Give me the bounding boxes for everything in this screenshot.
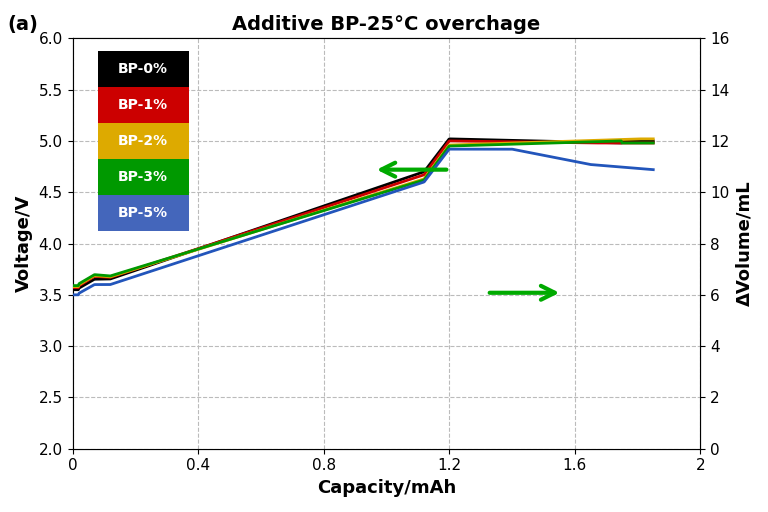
Text: BP-0%: BP-0% [118, 62, 168, 76]
Bar [98, 159, 189, 195]
Bar [98, 195, 189, 231]
Text: BP-3%: BP-3% [118, 170, 168, 184]
Bar [98, 123, 189, 159]
X-axis label: Capacity/mAh: Capacity/mAh [317, 479, 456, 497]
Text: BP-5%: BP-5% [118, 206, 168, 220]
Text: BP-1%: BP-1% [118, 98, 168, 112]
Bar [98, 87, 189, 123]
Text: (a): (a) [8, 15, 38, 34]
Title: Additive BP-25°C overchage: Additive BP-25°C overchage [232, 15, 541, 34]
Y-axis label: Voltage/V: Voltage/V [15, 195, 33, 292]
Y-axis label: ΔVolume/mL: ΔVolume/mL [735, 181, 753, 306]
Bar [98, 51, 189, 87]
Text: BP-2%: BP-2% [118, 134, 168, 148]
